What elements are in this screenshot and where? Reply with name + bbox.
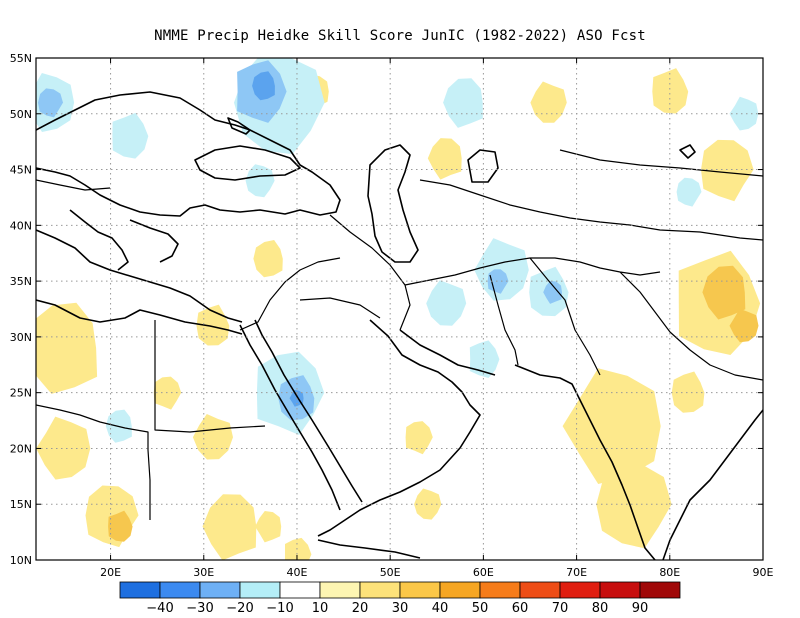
colorbar-swatch [439, 581, 481, 599]
skill-region [284, 537, 312, 560]
skill-region [562, 368, 661, 484]
skill-region [543, 281, 562, 304]
skill-region [729, 96, 759, 131]
colorbar-label: 30 [392, 601, 409, 616]
lat-tick-label: 20N [10, 442, 32, 455]
colorbar-swatch [599, 581, 641, 599]
skill-region [426, 280, 467, 326]
skill-region [729, 308, 759, 343]
colorbar-label: 60 [512, 601, 529, 616]
skill-region [36, 416, 91, 480]
colorbar-swatch [279, 581, 321, 599]
colorbar-label: 20 [352, 601, 369, 616]
colorbar-swatch [159, 581, 201, 599]
colorbar-label: 90 [632, 601, 649, 616]
colorbar-swatch [319, 581, 361, 599]
colorbar-swatch [399, 581, 441, 599]
skill-region [38, 88, 63, 118]
lon-tick-label: 70E [566, 566, 587, 579]
skill-region [252, 71, 275, 101]
lon-tick-label: 50E [380, 566, 401, 579]
colorbar-swatch [359, 581, 401, 599]
grid-lines [36, 58, 763, 560]
skill-region [652, 68, 689, 114]
coastlines-and-borders [36, 91, 763, 560]
colorbar-swatch [639, 581, 681, 599]
skill-region [112, 112, 149, 159]
skill-region [405, 421, 433, 455]
skill-region [253, 240, 283, 278]
colorbar-label: −10 [266, 601, 293, 616]
skill-region [676, 177, 702, 207]
map-frame [35, 57, 764, 561]
skill-region [474, 238, 529, 301]
colorbar-swatch [559, 581, 601, 599]
skill-regions [36, 58, 761, 560]
colorbar-label: 70 [552, 601, 569, 616]
lon-tick-label: 80E [659, 566, 680, 579]
lon-tick-label: 30E [193, 566, 214, 579]
skill-region [671, 371, 705, 413]
colorbar-label: 10 [312, 601, 329, 616]
lon-tick-label: 90E [753, 566, 774, 579]
lat-tick-label: 45N [10, 164, 32, 177]
lat-tick-label: 10N [10, 554, 32, 567]
skill-region [469, 340, 500, 378]
lon-tick-label: 40E [286, 566, 307, 579]
skill-region [245, 164, 275, 198]
lat-tick-label: 50N [10, 108, 32, 121]
colorbar-swatch [199, 581, 241, 599]
map-title: NMME Precip Heidke Skill Score JunIC (19… [154, 28, 646, 44]
lat-tick-label: 25N [10, 387, 32, 400]
colorbar-label: −30 [186, 601, 213, 616]
lat-tick-label: 40N [10, 219, 32, 232]
skill-region [701, 139, 754, 202]
lat-tick-label: 15N [10, 498, 32, 511]
colorbar-label: 80 [592, 601, 609, 616]
colorbar-swatch [519, 581, 561, 599]
skill-region [255, 511, 282, 543]
colorbar-label: 40 [432, 601, 449, 616]
skill-region [414, 488, 442, 520]
axis-ticks: 55N 50N 45N 40N 35N 30N 25N 20N 15N 10N 20E 30E 40E 5… [10, 52, 774, 579]
colorbar-swatch [239, 581, 281, 599]
colorbar-label: −40 [146, 601, 173, 616]
lon-tick-label: 60E [473, 566, 494, 579]
lon-tick-label: 20E [100, 566, 121, 579]
colorbar-swatch [479, 581, 521, 599]
skill-region [530, 81, 567, 123]
lat-tick-label: 30N [10, 331, 32, 344]
lat-tick-label: 55N [10, 52, 32, 65]
skill-region [36, 302, 98, 394]
colorbar: −40 −30 −20 −10 10 20 30 40 50 60 70 80 90 [119, 581, 681, 616]
skill-region [427, 138, 462, 180]
skill-region [202, 494, 257, 560]
skill-region [108, 510, 133, 542]
lat-tick-label: 35N [10, 275, 32, 288]
colorbar-label: −20 [226, 601, 253, 616]
skill-region [702, 265, 746, 320]
skill-region [443, 78, 483, 128]
colorbar-swatch [119, 581, 161, 599]
skill-region [596, 461, 672, 549]
skill-region [192, 414, 233, 460]
colorbar-label: 50 [472, 601, 489, 616]
